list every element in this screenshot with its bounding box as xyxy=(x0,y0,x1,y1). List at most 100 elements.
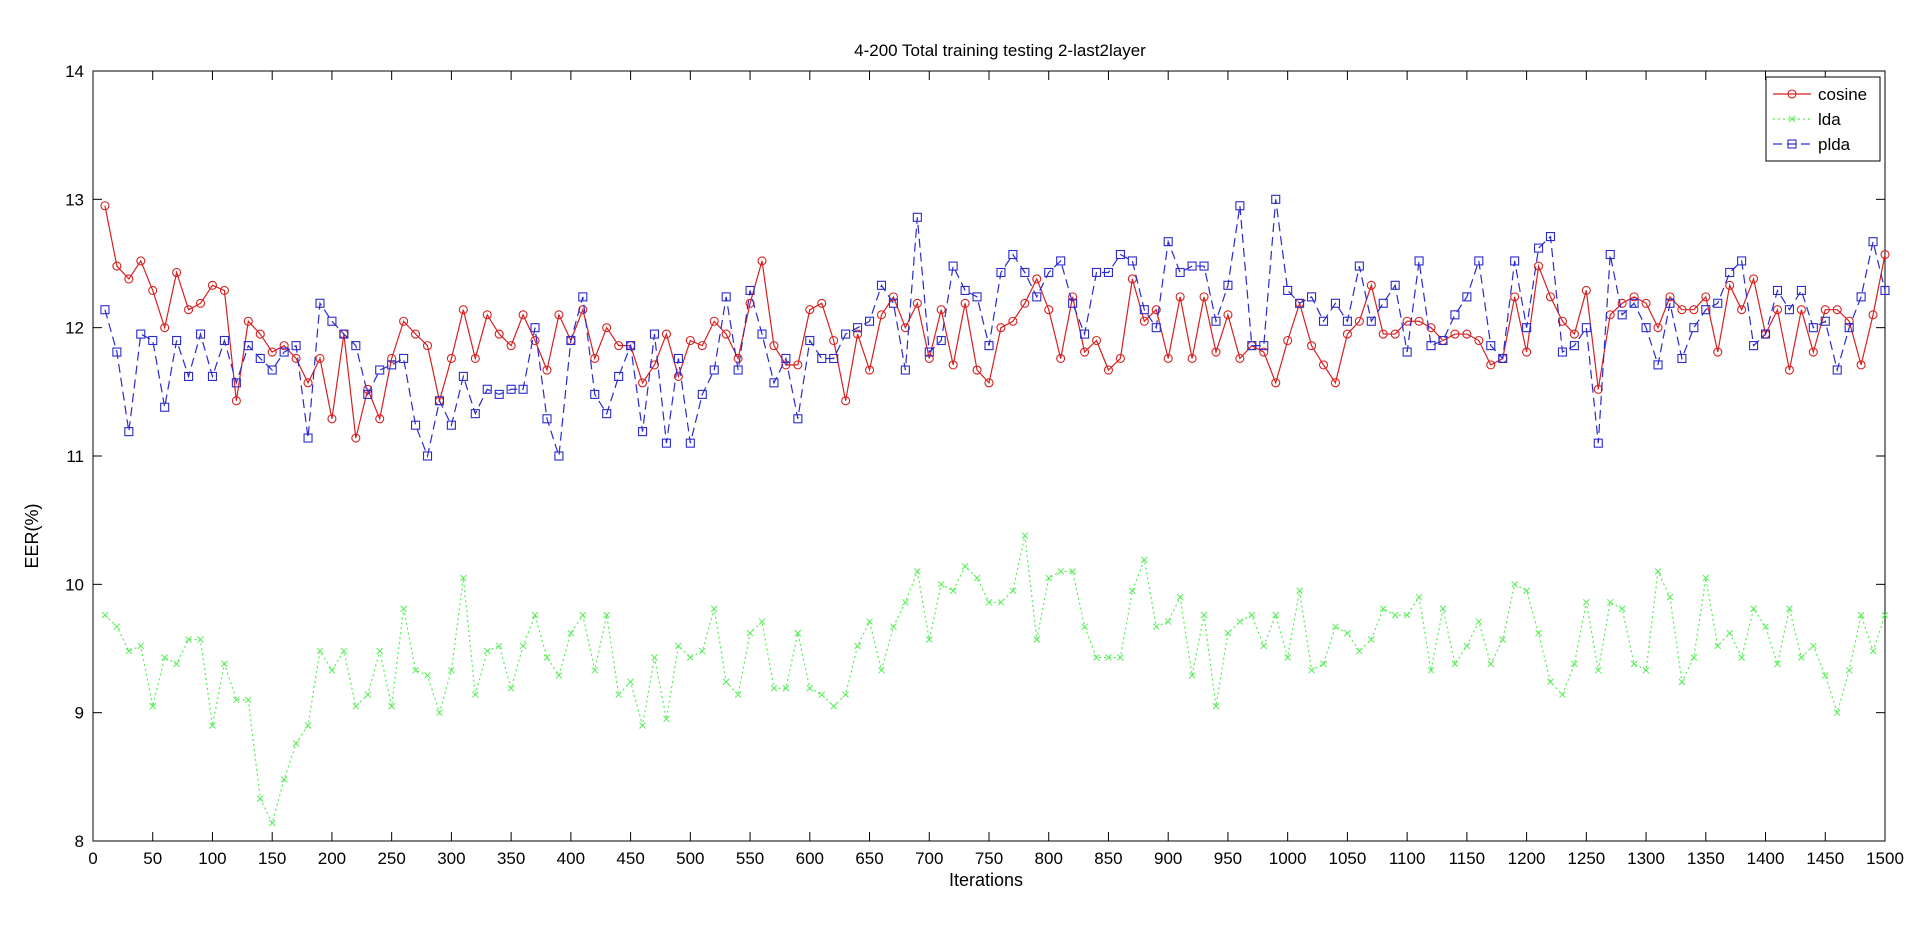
plda-point xyxy=(1808,323,1818,333)
lda-point xyxy=(125,647,133,655)
plda-point xyxy=(267,365,277,375)
lda-point xyxy=(1738,654,1745,661)
cosine-point xyxy=(769,341,779,351)
plda-point xyxy=(793,414,803,424)
plda-point xyxy=(231,378,241,388)
cosine-point xyxy=(1689,305,1699,315)
lda-point xyxy=(1833,709,1841,717)
plda-point xyxy=(255,353,265,364)
lda-point xyxy=(1702,574,1710,582)
lda-point xyxy=(185,636,192,643)
plda-point xyxy=(446,420,456,430)
plda-point xyxy=(590,389,600,399)
lda-point xyxy=(1463,642,1471,650)
y-tick-label: 9 xyxy=(75,704,84,723)
y-tick-label: 14 xyxy=(65,62,84,81)
plda-point xyxy=(1474,256,1484,266)
cosine-point xyxy=(912,298,922,308)
cosine-point xyxy=(996,323,1006,333)
lda-point xyxy=(937,580,945,588)
cosine-point xyxy=(1354,316,1364,326)
cosine-point xyxy=(1390,329,1400,339)
cosine-point xyxy=(1271,378,1281,388)
cosine-point xyxy=(1187,353,1197,364)
cosine-point xyxy=(924,353,934,364)
plda-point xyxy=(1784,305,1794,315)
x-tick-label: 650 xyxy=(855,849,883,868)
cosine-point xyxy=(112,261,122,271)
plda-point xyxy=(1091,267,1102,278)
plda-point xyxy=(470,409,480,419)
plda-point xyxy=(1486,341,1496,351)
lda-point xyxy=(244,696,252,704)
cosine-point xyxy=(1569,329,1579,339)
plda-point xyxy=(1187,261,1197,271)
plda-point xyxy=(1366,316,1376,326)
cosine-point xyxy=(590,353,600,364)
cosine-point xyxy=(841,396,851,406)
lda-point xyxy=(734,691,742,699)
lda-point xyxy=(1666,593,1674,601)
plda-point xyxy=(1330,298,1341,308)
plda-point xyxy=(1617,310,1627,320)
lda-point xyxy=(137,642,145,650)
lda-point xyxy=(1690,654,1698,661)
plda-point xyxy=(1605,249,1615,260)
plda-point xyxy=(494,389,504,399)
cosine-point xyxy=(172,267,182,278)
cosine-point xyxy=(1080,347,1090,357)
x-tick-label: 1500 xyxy=(1866,849,1904,868)
plda-point xyxy=(399,353,409,364)
lda-point xyxy=(890,623,897,631)
cosine-point xyxy=(1677,305,1687,315)
x-tick-label: 600 xyxy=(796,849,824,868)
cosine-point xyxy=(375,414,385,424)
cosine-point xyxy=(1557,316,1567,326)
cosine-point xyxy=(1796,305,1806,315)
x-tick-label: 950 xyxy=(1214,849,1242,868)
plda-point xyxy=(1677,353,1687,364)
lda-point xyxy=(1332,623,1339,631)
lda-point xyxy=(615,691,623,699)
plda-point xyxy=(876,280,887,290)
x-tick-label: 550 xyxy=(736,849,764,868)
x-tick-label: 150 xyxy=(258,849,286,868)
chart-title: 4-200 Total training testing 2-last2laye… xyxy=(854,41,1146,60)
plda-point xyxy=(172,335,182,346)
plda-point xyxy=(207,371,218,381)
lda-point xyxy=(1236,618,1244,625)
cosine-point xyxy=(853,329,863,339)
lda-point xyxy=(555,672,563,679)
plda-point xyxy=(661,438,671,448)
y-tick-label: 12 xyxy=(65,319,84,338)
cosine-point xyxy=(351,433,361,443)
lda-point xyxy=(1033,636,1041,643)
plda-point xyxy=(1151,323,1161,333)
plda-point xyxy=(1629,298,1639,308)
plda-point xyxy=(1390,280,1400,290)
lda-point xyxy=(1415,593,1423,601)
lda-point xyxy=(1248,611,1256,619)
lda-point xyxy=(1594,666,1602,674)
plda-point xyxy=(375,365,385,375)
x-tick-label: 1000 xyxy=(1269,849,1307,868)
cosine-point xyxy=(160,323,170,333)
x-tick-label: 700 xyxy=(915,849,943,868)
lda-point xyxy=(1475,618,1483,625)
lda-point xyxy=(197,636,204,643)
lda-point xyxy=(579,611,587,619)
plda-point xyxy=(769,378,779,388)
lda-point xyxy=(1284,654,1292,661)
plda-point xyxy=(1844,323,1854,333)
lda-point xyxy=(1559,691,1566,699)
plda-point xyxy=(291,341,301,351)
x-tick-label: 350 xyxy=(497,849,525,868)
cosine-point xyxy=(757,256,767,266)
cosine-point xyxy=(100,201,110,211)
plda-point xyxy=(757,329,767,339)
plda-point xyxy=(817,353,827,364)
plda-point xyxy=(1593,438,1603,448)
y-axis-label: EER(%) xyxy=(22,503,42,568)
lda-point xyxy=(424,672,431,679)
lda-point xyxy=(1714,642,1722,650)
